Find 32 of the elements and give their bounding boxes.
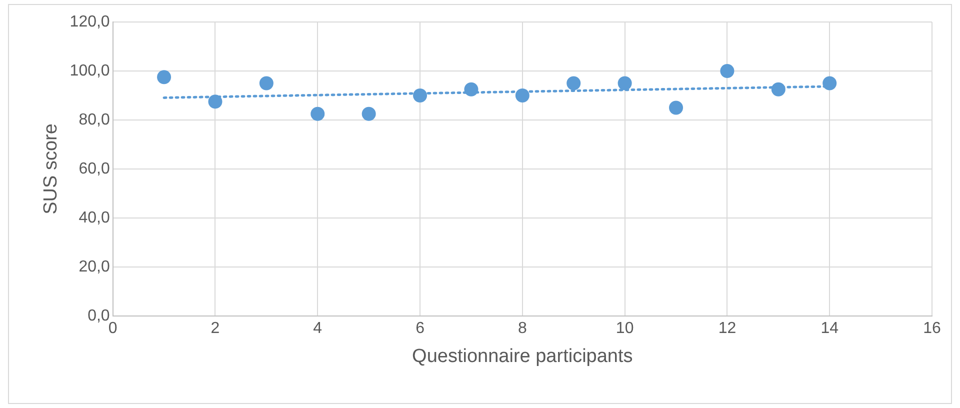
point [771,82,786,96]
point [566,76,581,90]
x-tick-label: 10 [616,320,634,338]
point [259,76,274,90]
point [413,88,428,102]
point [822,76,837,90]
x-tick-label: 4 [313,320,322,338]
y-axis-title: SUS score [40,124,62,214]
point [157,70,172,84]
y-tick-label: 80,0 [78,111,110,128]
x-tick-label: 14 [820,320,839,338]
y-tick-label: 20,0 [78,258,110,276]
point [208,94,222,109]
x-tick-label: 6 [416,320,425,338]
x-tick-label: 16 [923,320,941,338]
y-tick-label: 0,0 [88,307,110,324]
x-tick-label: 2 [210,320,220,338]
y-tick-label: 40,0 [78,209,110,226]
x-axis-title: Questionnaire participants [412,346,633,367]
point [362,106,376,121]
y-tick-label: 100,0 [70,62,110,80]
x-tick-label: 8 [518,320,527,338]
point [515,88,530,102]
point [310,106,325,121]
x-tick-label: 0 [108,320,118,338]
point [669,100,684,115]
point [618,76,632,90]
x-tick-label: 12 [718,320,736,338]
point [464,82,478,96]
y-tick-label: 120,0 [70,13,110,30]
y-tick-label: 60,0 [78,160,110,178]
point [720,64,734,78]
